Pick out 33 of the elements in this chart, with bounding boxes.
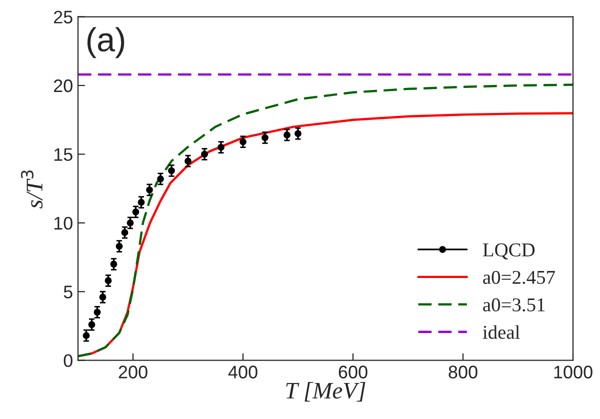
point <box>99 294 106 301</box>
x-tick-label: 800 <box>448 366 478 378</box>
point <box>240 138 246 146</box>
point <box>218 144 224 151</box>
point <box>157 175 164 182</box>
y-tick-label: 25 <box>54 10 72 24</box>
x-tick-label: 600 <box>338 366 368 378</box>
y-tick-label: 10 <box>54 216 72 230</box>
x-tick-label: 200 <box>118 366 148 378</box>
point <box>284 131 290 138</box>
y-axis-title: s/T$^{3}$ <box>20 170 43 208</box>
legend-label: ideal <box>482 325 520 339</box>
point <box>168 167 175 174</box>
y-tick-label: 0 <box>64 354 72 368</box>
point <box>184 158 192 165</box>
point <box>146 186 153 194</box>
legend-label: a0=3.51 <box>483 298 545 312</box>
y-tick-label: 15 <box>54 148 72 161</box>
point <box>116 242 123 250</box>
y-tick-label: 5 <box>64 286 72 298</box>
x-tick-label: 1000 <box>554 366 592 378</box>
legend-label: LQCD <box>482 243 535 260</box>
point <box>110 260 118 268</box>
annotation: (a) <box>87 27 124 58</box>
point <box>121 229 128 236</box>
point <box>104 277 112 284</box>
point <box>262 134 268 142</box>
y-tick-label: 20 <box>54 79 72 92</box>
legend-label: a0=2.457 <box>483 270 555 284</box>
x-axis-title: T [MeV] <box>286 382 366 402</box>
point <box>201 150 208 158</box>
point <box>294 130 302 138</box>
x-tick-label: 400 <box>228 366 258 378</box>
